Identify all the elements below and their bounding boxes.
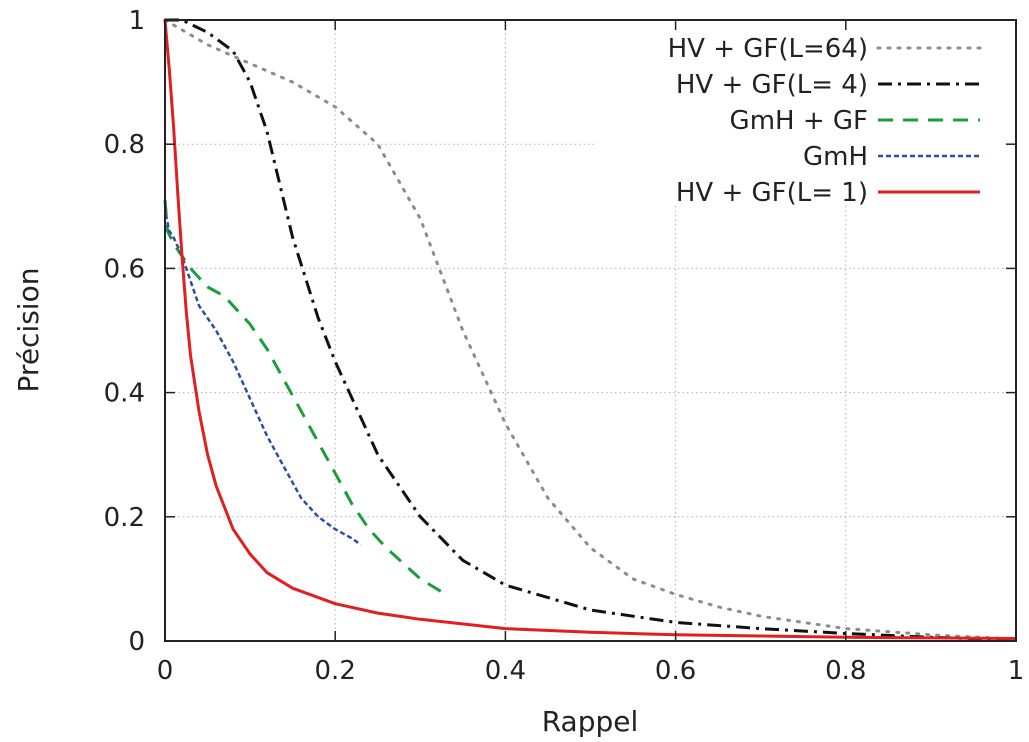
series-line-2 <box>163 199 447 596</box>
y-axis-label: Précision <box>12 268 45 393</box>
legend-label-3: GmH <box>803 142 868 172</box>
legend-label-1: HV + GF(L= 4) <box>676 70 868 100</box>
series-line-4 <box>163 19 1017 640</box>
grid <box>165 20 1016 641</box>
series-line-3 <box>163 206 362 546</box>
x-axis-label: Rappel <box>542 705 639 738</box>
series-line-0 <box>163 18 1018 641</box>
legend-label-2: GmH + GF <box>730 106 868 136</box>
x-tick-label: 0 <box>157 656 174 686</box>
series-lines <box>163 18 1018 642</box>
axis-ticks <box>164 19 1017 642</box>
tick-labels: 0 0.2 0.4 0.6 0.8 1 0 0.2 0.4 0.6 0.8 1 <box>104 6 1025 686</box>
x-tick-label: 0.6 <box>655 656 696 686</box>
y-tick-label: 0 <box>128 627 145 657</box>
legend: HV + GF(L=64) HV + GF(L= 4) GmH + GF GmH HV … <box>668 34 982 208</box>
y-tick-label: 0.8 <box>104 130 145 160</box>
plot-frame <box>164 19 1017 642</box>
x-tick-label: 0.8 <box>825 656 866 686</box>
y-tick-label: 0.6 <box>104 254 145 284</box>
y-tick-label: 1 <box>128 6 145 36</box>
series-line-1 <box>165 18 1017 642</box>
x-tick-label: 0.2 <box>315 656 356 686</box>
legend-label-0: HV + GF(L=64) <box>668 34 868 64</box>
y-tick-label: 0.4 <box>104 379 145 409</box>
x-tick-label: 1 <box>1008 656 1025 686</box>
legend-label-4: HV + GF(L= 1) <box>676 178 868 208</box>
x-tick-label: 0.4 <box>485 656 526 686</box>
y-tick-label: 0.2 <box>104 503 145 533</box>
